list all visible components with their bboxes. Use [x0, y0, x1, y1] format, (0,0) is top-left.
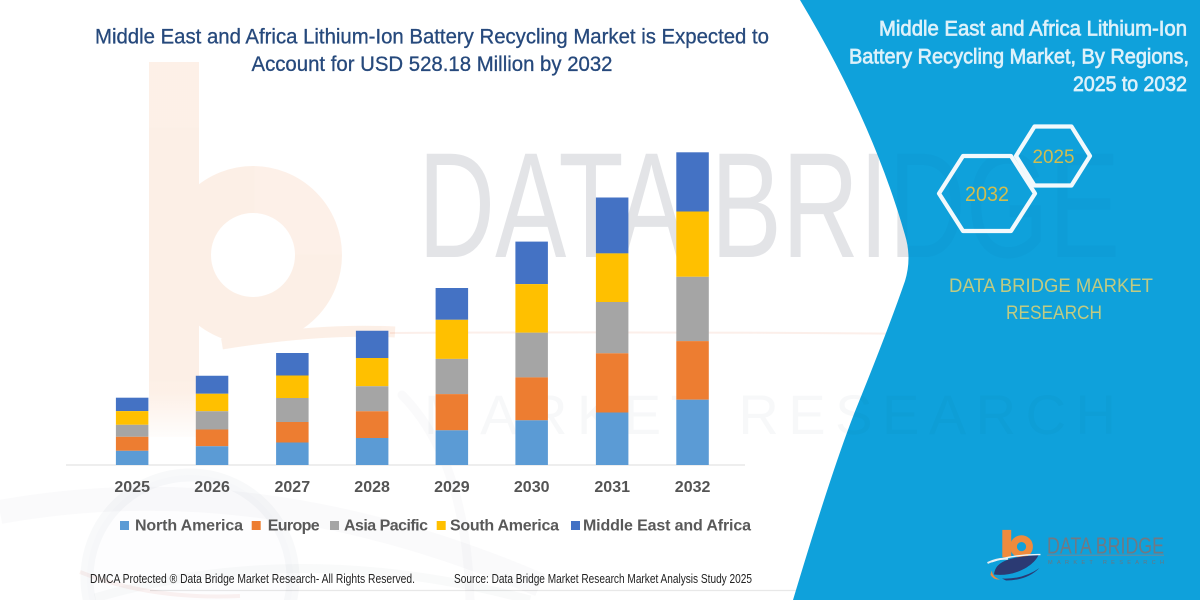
- svg-text:MARKET RESEARCH: MARKET RESEARCH: [1048, 560, 1164, 566]
- svg-text:South America: South America: [450, 518, 559, 535]
- svg-text:Middle East and Africa Lithium: Middle East and Africa Lithium-Ion Batte…: [95, 26, 769, 49]
- svg-text:2025: 2025: [1033, 147, 1075, 168]
- svg-text:2031: 2031: [594, 479, 630, 496]
- svg-text:2029: 2029: [434, 479, 470, 496]
- svg-text:2032: 2032: [675, 479, 711, 496]
- svg-text:North America: North America: [135, 518, 243, 535]
- svg-text:Middle East and Africa Lithium: Middle East and Africa Lithium-Ion: [879, 17, 1187, 41]
- svg-text:2030: 2030: [514, 479, 550, 496]
- svg-text:2027: 2027: [275, 479, 311, 496]
- svg-text:2025: 2025: [114, 479, 150, 496]
- svg-text:2025 to 2032: 2025 to 2032: [1073, 72, 1187, 96]
- svg-text:Battery Recycling Market, By R: Battery Recycling Market, By Regions,: [849, 44, 1189, 68]
- svg-text:2032: 2032: [965, 183, 1009, 206]
- svg-text:DATA BRIDGE: DATA BRIDGE: [1047, 532, 1164, 558]
- svg-text:Asia Pacific: Asia Pacific: [344, 518, 428, 535]
- svg-text:DATA BRIDGE MARKET: DATA BRIDGE MARKET: [949, 276, 1153, 297]
- svg-text:Europe: Europe: [268, 518, 320, 535]
- svg-text:DMCA Protected ® Data Bridge M: DMCA Protected ® Data Bridge Market Rese…: [90, 572, 415, 586]
- svg-text:2026: 2026: [194, 479, 230, 496]
- svg-text:Middle East and Africa: Middle East and Africa: [583, 518, 751, 535]
- svg-text:Account for USD 528.18 Million: Account for USD 528.18 Million by 2032: [252, 53, 613, 76]
- svg-text:2028: 2028: [354, 479, 390, 496]
- svg-text:RESEARCH: RESEARCH: [1006, 303, 1102, 324]
- svg-text:Source: Data Bridge Market Res: Source: Data Bridge Market Research Mark…: [454, 572, 752, 586]
